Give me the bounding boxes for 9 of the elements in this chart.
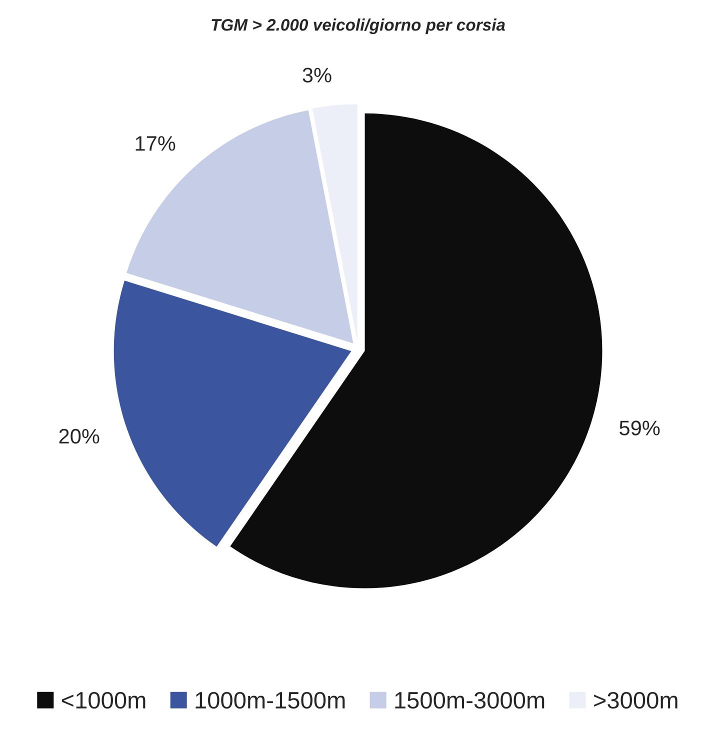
legend-label: 1500m-3000m — [395, 692, 544, 709]
legend-label: >3000m — [594, 692, 678, 709]
data-label: 20% — [59, 428, 100, 444]
data-label: 59% — [620, 420, 660, 436]
legend-label: 1000m-1500m — [196, 692, 345, 709]
chart-title: TGM > 2.000 veicoli/giorno per corsia — [212, 18, 506, 34]
data-label: 17% — [136, 136, 176, 151]
legend-label: <1000m — [62, 692, 146, 709]
data-label: 3% — [302, 68, 332, 83]
